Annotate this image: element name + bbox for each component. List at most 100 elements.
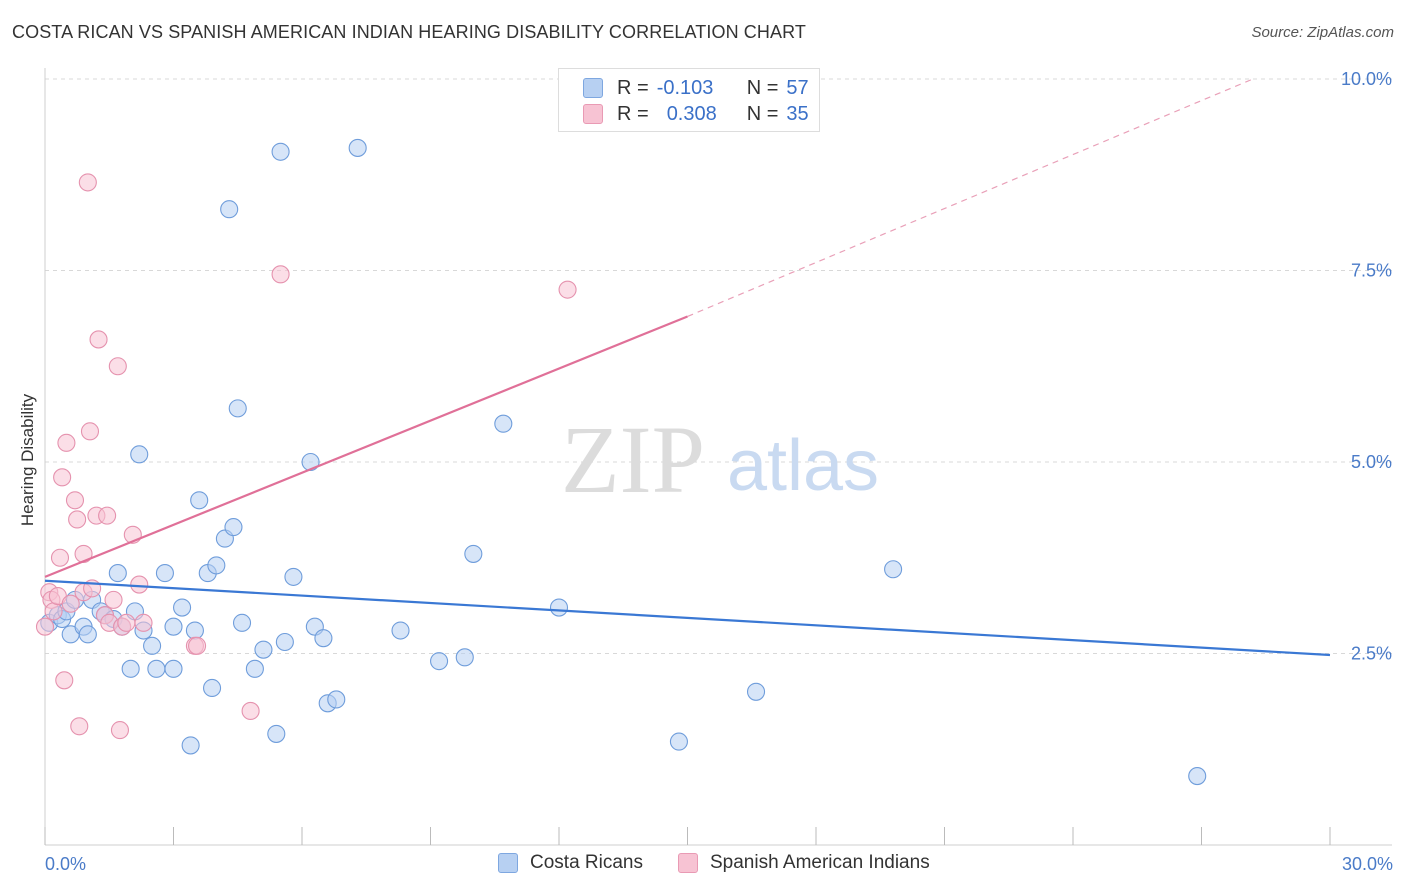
- stats-legend: R = -0.103 N = 57 R = 0.308 N = 35: [558, 68, 820, 132]
- legend-row-spanish-american-indians: R = 0.308 N = 35: [583, 103, 809, 125]
- point-spanish-american-indian: [65, 491, 85, 510]
- x-tick-label: 0.0%: [45, 854, 86, 874]
- point-spanish-american-indian: [50, 548, 70, 567]
- point-spanish-american-indian: [108, 357, 127, 376]
- point-spanish-american-indian: [57, 433, 76, 452]
- point-costa-rican: [143, 636, 162, 655]
- point-spanish-american-indian: [78, 173, 97, 192]
- point-costa-rican: [173, 598, 192, 617]
- legend-n-label: N =: [746, 102, 779, 125]
- legend-swatch-pink: [678, 853, 698, 873]
- legend-label: Spanish American Indians: [710, 852, 930, 873]
- point-costa-rican: [267, 724, 286, 743]
- point-costa-rican: [181, 736, 200, 755]
- point-spanish-american-indian: [130, 575, 149, 594]
- x-tick-label: 30.0%: [1342, 854, 1393, 874]
- point-costa-rican: [455, 648, 474, 667]
- point-costa-rican: [669, 732, 688, 751]
- point-spanish-american-indian: [271, 265, 290, 284]
- legend-swatch-blue: [583, 78, 603, 98]
- y-tick-label: 7.5%: [1351, 261, 1392, 281]
- point-costa-rican: [164, 659, 183, 678]
- point-costa-rican: [130, 445, 149, 464]
- point-costa-rican: [327, 690, 346, 709]
- point-costa-rican: [207, 556, 226, 575]
- point-costa-rican: [284, 567, 303, 586]
- point-costa-rican: [155, 564, 174, 583]
- point-costa-rican: [348, 138, 367, 157]
- axes: [44, 68, 1392, 846]
- source-label: Source: ZipAtlas.com: [1251, 24, 1394, 41]
- legend-row-costa-ricans: R = -0.103 N = 57: [583, 77, 809, 99]
- legend-swatch-blue: [498, 853, 518, 873]
- legend-r-value: 0.308: [666, 102, 717, 125]
- point-costa-rican: [121, 659, 140, 678]
- point-costa-rican: [301, 452, 320, 472]
- trend-line-extension: [687, 78, 1254, 318]
- point-spanish-american-indian: [89, 330, 108, 349]
- trend-lines: [44, 78, 1331, 657]
- point-costa-rican: [164, 617, 183, 636]
- data-points: [35, 138, 1207, 786]
- point-costa-rican: [147, 659, 166, 678]
- point-spanish-american-indian: [68, 510, 87, 529]
- point-costa-rican: [549, 598, 569, 617]
- legend-r-label: R =: [617, 76, 649, 99]
- y-tick-label: 2.5%: [1351, 644, 1392, 664]
- point-spanish-american-indian: [55, 671, 74, 690]
- point-costa-rican: [224, 518, 243, 537]
- point-costa-rican: [203, 678, 222, 698]
- point-costa-rican: [220, 200, 239, 219]
- trend-line-costa-ricans: [44, 579, 1331, 657]
- point-costa-rican: [78, 625, 97, 644]
- point-costa-rican: [271, 142, 290, 161]
- point-spanish-american-indian: [61, 594, 80, 613]
- point-spanish-american-indian: [241, 701, 260, 721]
- legend-r-label: R =: [617, 102, 649, 125]
- point-costa-rican: [494, 414, 513, 433]
- point-costa-rican: [228, 399, 247, 418]
- y-tick-label: 10.0%: [1341, 69, 1392, 89]
- point-spanish-american-indian: [188, 636, 207, 655]
- watermark: ZIP atlas: [561, 406, 879, 513]
- legend-swatch-pink: [583, 104, 603, 124]
- point-costa-rican: [391, 621, 410, 640]
- point-spanish-american-indian: [558, 280, 577, 299]
- legend-n-label: N =: [746, 76, 779, 99]
- point-spanish-american-indian: [70, 717, 89, 736]
- point-spanish-american-indian: [98, 506, 117, 525]
- point-costa-rican: [430, 652, 449, 671]
- watermark-zip: ZIP: [561, 406, 705, 513]
- trend-line-spanish-american-indians: [44, 315, 688, 578]
- point-spanish-american-indian: [104, 590, 123, 609]
- legend-item-spanish-american-indians[interactable]: Spanish American Indians: [678, 852, 930, 874]
- point-costa-rican: [232, 613, 252, 632]
- point-costa-rican: [190, 491, 209, 510]
- point-costa-rican: [746, 682, 766, 701]
- point-costa-rican: [1188, 767, 1207, 786]
- series-legend: Costa Ricans Spanish American Indians: [0, 852, 1406, 876]
- point-spanish-american-indian: [110, 721, 130, 740]
- point-costa-rican: [275, 632, 294, 652]
- point-spanish-american-indian: [134, 613, 153, 632]
- point-spanish-american-indian: [80, 422, 100, 441]
- legend-item-costa-ricans[interactable]: Costa Ricans: [498, 852, 643, 874]
- point-costa-rican: [245, 659, 264, 678]
- legend-label: Costa Ricans: [530, 852, 643, 873]
- point-costa-rican: [185, 621, 204, 640]
- point-spanish-american-indian: [35, 617, 55, 636]
- point-spanish-american-indian: [44, 602, 63, 621]
- point-spanish-american-indian: [53, 468, 72, 487]
- point-spanish-american-indian: [117, 613, 136, 632]
- point-costa-rican: [108, 564, 127, 583]
- point-costa-rican: [884, 560, 903, 579]
- point-costa-rican: [464, 544, 483, 563]
- watermark-atlas: atlas: [727, 426, 879, 506]
- legend-n-value: 57: [786, 76, 809, 99]
- point-costa-rican: [254, 640, 273, 659]
- y-tick-label: 5.0%: [1351, 452, 1392, 472]
- chart-title: COSTA RICAN VS SPANISH AMERICAN INDIAN H…: [12, 22, 806, 42]
- legend-n-value: 35: [786, 102, 809, 125]
- legend-r-value: -0.103: [656, 76, 714, 99]
